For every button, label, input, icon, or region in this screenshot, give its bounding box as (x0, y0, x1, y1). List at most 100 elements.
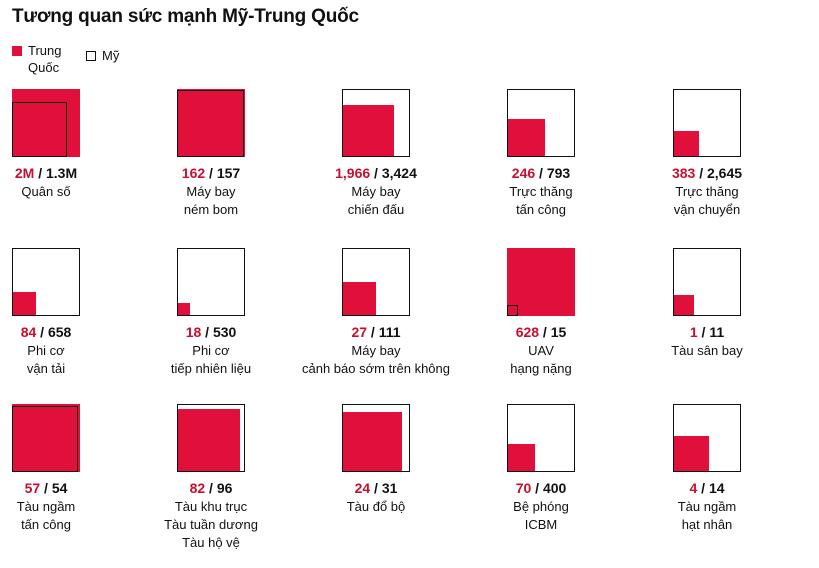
usa-value: 157 (216, 165, 241, 181)
comparison-box (342, 404, 410, 472)
china-square (342, 105, 394, 157)
usa-value: 530 (212, 324, 237, 340)
comparison-box (12, 89, 80, 157)
china-value: 18 (185, 324, 202, 340)
comparison-cell: 628 / 15 UAV hạng nặng (507, 248, 647, 403)
china-square (673, 295, 694, 316)
category-label-line: UAV (528, 343, 554, 358)
usa-square (12, 248, 80, 316)
value-pair: 4 / 14 (633, 480, 781, 496)
value-pair: 27 / 111 (302, 324, 450, 340)
china-square (342, 282, 376, 316)
comparison-box (177, 89, 245, 157)
comparison-cell: 383 / 2,645 Trực thăng vận chuyển (671, 89, 813, 244)
value-separator: / (367, 324, 379, 340)
china-square (507, 248, 575, 316)
usa-value: 54 (51, 480, 68, 496)
value-separator: / (697, 480, 709, 496)
value-pair: 246 / 793 (467, 165, 615, 181)
china-value: 1 (689, 324, 698, 340)
china-square (12, 404, 80, 472)
comparison-cell: 162 / 157 Máy bay ném bom (177, 89, 317, 244)
comparison-box (177, 404, 245, 472)
usa-square (673, 89, 741, 157)
china-square (12, 89, 80, 157)
category-label: Tàu sân bay (633, 342, 781, 360)
usa-value: 658 (47, 324, 72, 340)
value-separator: / (370, 480, 382, 496)
category-label-line: vận tải (26, 361, 66, 376)
usa-square (12, 102, 67, 157)
category-label: Tàu ngầm tấn công (0, 498, 120, 534)
category-label-line: tấn công (21, 517, 71, 532)
china-square (673, 436, 709, 472)
china-value: 4 (689, 480, 698, 496)
china-value: 70 (515, 480, 532, 496)
usa-value: 111 (378, 324, 401, 340)
category-label-line: Tàu sân bay (671, 343, 743, 358)
value-separator: / (36, 324, 48, 340)
usa-square (177, 248, 245, 316)
comparison-cell: 4 / 14 Tàu ngầm hạt nhân (673, 404, 813, 559)
chart-title: Tương quan sức mạnh Mỹ-Trung Quốc (12, 6, 359, 27)
value-separator: / (201, 324, 213, 340)
comparison-box (507, 89, 575, 157)
usa-value: 793 (546, 165, 571, 181)
category-label-line: chiến đấu (347, 202, 405, 217)
usa-value: 3,424 (381, 165, 417, 181)
category-label-line: Tàu hộ vệ (182, 535, 240, 550)
comparison-cell: 246 / 793 Trực thăng tấn công (507, 89, 647, 244)
usa-square (177, 404, 245, 472)
category-label-line: Bệ phóng (513, 499, 569, 514)
comparison-cell: 1 / 11 Tàu sân bay (671, 248, 813, 403)
china-square (342, 412, 402, 472)
value-pair: 24 / 31 (302, 480, 450, 496)
usa-square (12, 406, 78, 472)
category-label: Máy bay chiến đấu (302, 183, 450, 219)
china-square (177, 409, 240, 472)
comparison-cell: 57 / 54 Tàu ngầm tấn công (12, 404, 152, 559)
china-value: 82 (189, 480, 206, 496)
category-label: Máy bay ném bom (137, 183, 285, 219)
legend-item-china: Trung Quốc (12, 42, 68, 76)
china-value: 84 (20, 324, 37, 340)
legend-label-usa: Mỹ (102, 48, 120, 63)
value-separator: / (531, 480, 543, 496)
usa-square (342, 404, 410, 472)
category-label: Máy bay cảnh báo sớm trên không (302, 342, 450, 378)
comparison-box (673, 248, 741, 316)
category-label-line: Tàu ngầm (677, 499, 737, 514)
category-label: Tàu đổ bộ (302, 498, 450, 516)
category-label-line: Tàu tuần dương (164, 517, 258, 532)
category-label-line: Máy bay (351, 184, 401, 199)
value-separator: / (539, 324, 551, 340)
category-label-line: Trực thăng (675, 184, 739, 199)
value-pair: 2M / 1.3M (0, 165, 120, 181)
category-label-line: hạng nặng (510, 361, 572, 376)
china-square (507, 119, 545, 157)
value-separator: / (535, 165, 547, 181)
china-square (507, 444, 535, 472)
comparison-cell: 24 / 31 Tàu đổ bộ (342, 404, 482, 559)
value-pair: 18 / 530 (137, 324, 285, 340)
usa-value: 14 (708, 480, 725, 496)
comparison-box (507, 248, 575, 316)
category-label: Quân số (0, 183, 120, 201)
usa-square (177, 90, 244, 157)
value-separator: / (205, 165, 217, 181)
china-square (177, 89, 245, 157)
comparison-box (507, 404, 575, 472)
category-label-line: Phi cơ (192, 343, 230, 358)
china-value: 383 (671, 165, 696, 181)
usa-value: 15 (550, 324, 567, 340)
china-value: 57 (24, 480, 41, 496)
category-label: Tàu khu trục Tàu tuần dương Tàu hộ vệ (137, 498, 285, 552)
value-pair: 57 / 54 (0, 480, 120, 496)
category-label-line: Tàu đổ bộ (346, 499, 406, 514)
category-label: UAV hạng nặng (467, 342, 615, 378)
value-pair: 628 / 15 (467, 324, 615, 340)
china-value: 162 (181, 165, 206, 181)
category-label-line: vận chuyển (673, 202, 741, 217)
value-separator: / (695, 165, 707, 181)
category-label: Trực thăng tấn công (467, 183, 615, 219)
